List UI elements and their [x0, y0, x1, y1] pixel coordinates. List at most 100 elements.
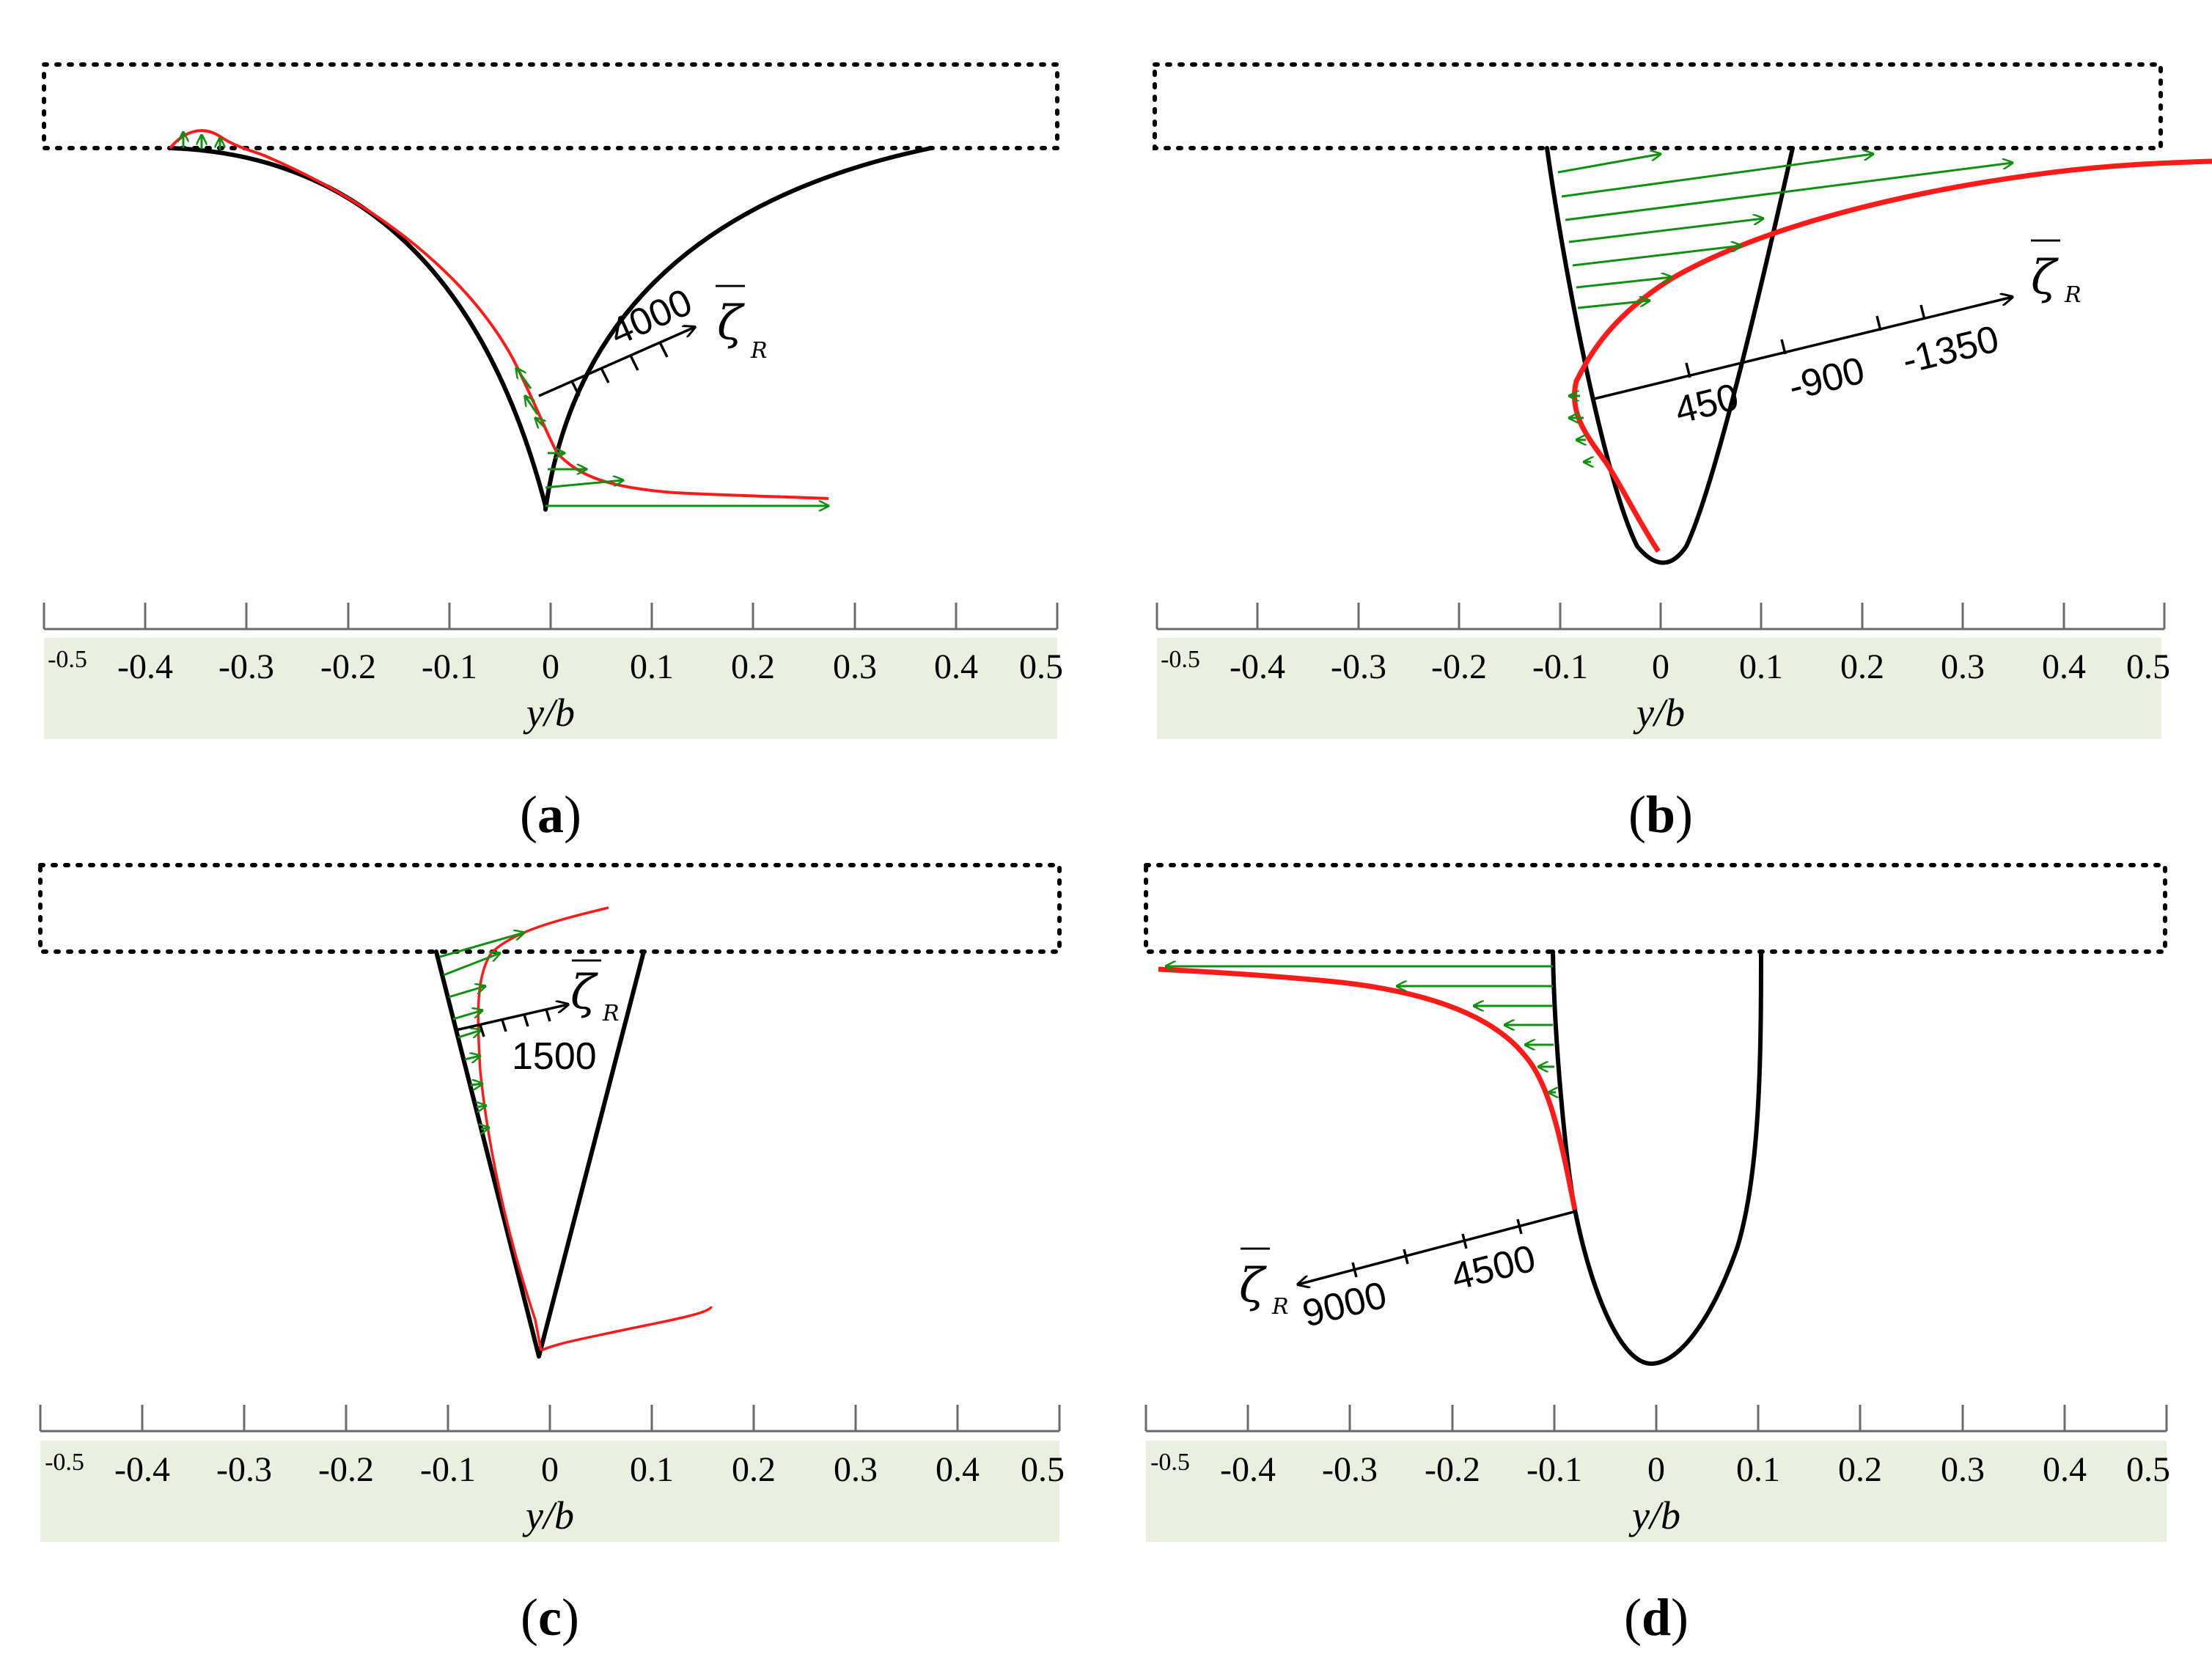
- distribution-vectors: [1166, 966, 1556, 1092]
- x-tick-label: -0.1: [1532, 647, 1588, 686]
- x-tick-labels: -0.5 -0.4 -0.3 -0.2 -0.1 0 0.1 0.2 0.3 0…: [45, 1449, 1065, 1489]
- x-axis-title: y/b: [523, 691, 575, 735]
- pressure-distribution-curve: [169, 129, 829, 500]
- x-ticks: [43, 603, 1059, 629]
- section-profile: [1545, 146, 1795, 565]
- x-axis: -0.5 -0.4 -0.3 -0.2 -0.1 0 0.1 0.2 0.3 0…: [1144, 1405, 2170, 1542]
- section-profile: [1551, 949, 1763, 1366]
- zeta-subscript: R: [750, 338, 768, 364]
- x-tick-label: 0: [541, 1450, 559, 1489]
- x-tick-label: -0.3: [1322, 1450, 1378, 1489]
- x-tick-label: 0.1: [1739, 647, 1783, 686]
- x-tick-label: 0.1: [630, 647, 674, 686]
- zeta-overbar: —: [570, 940, 603, 977]
- hull-outline-box: [42, 62, 1059, 150]
- distribution-vectors: [183, 132, 828, 506]
- section-profile: [434, 949, 646, 1359]
- panel-d: 9000 4500 — ζ R -0.5: [1144, 863, 2170, 1647]
- x-tick-label: 0.5: [1019, 647, 1063, 686]
- x-axis-title: y/b: [522, 1493, 574, 1537]
- distribution-vectors: [1557, 154, 2013, 462]
- zeta-tick-label: 4000: [603, 281, 698, 354]
- x-tick-label: 0.2: [731, 647, 775, 686]
- x-tick-label: 0.5: [2126, 1450, 2170, 1489]
- x-tick-label: 0.3: [1941, 1450, 1985, 1489]
- zeta-tick-label: -900: [1785, 349, 1869, 408]
- x-tick-label: 0.2: [1838, 1450, 1882, 1489]
- pressure-distribution-curve: [1571, 158, 2212, 553]
- x-tick-label: -0.3: [1331, 647, 1386, 686]
- x-tick-label: 0.4: [2043, 1450, 2087, 1489]
- x-tick-label: -0.5: [1150, 1449, 1190, 1476]
- zeta-symbol: ζ: [717, 296, 745, 350]
- x-ticks: [1144, 1405, 2168, 1431]
- x-tick-label: 0.5: [1021, 1450, 1065, 1489]
- x-tick-label: -0.2: [318, 1450, 374, 1489]
- x-tick-label: -0.2: [320, 647, 376, 686]
- zeta-tick-label: 1500: [512, 1035, 597, 1078]
- zeta-scale: 450 -900 -1350 — ζ R: [1590, 220, 2081, 433]
- x-tick-label: -0.5: [1161, 646, 1200, 673]
- zeta-tick-label: 450: [1671, 375, 1743, 432]
- x-tick-label: -0.3: [216, 1450, 272, 1489]
- x-tick-label: 0.1: [1736, 1450, 1780, 1489]
- panel-b: 450 -900 -1350 — ζ R: [1153, 62, 2212, 844]
- zeta-scale: 1500 — ζ R: [455, 940, 620, 1078]
- panel-label: (a): [520, 785, 581, 844]
- section-profile: [168, 146, 933, 512]
- zeta-symbol: ζ: [570, 966, 598, 1020]
- axis-background: [44, 638, 1057, 739]
- zeta-overbar: —: [1239, 1228, 1271, 1265]
- panel-c: 1500 — ζ R -0.5 -0.4: [38, 863, 1065, 1647]
- zeta-tick-label: 4500: [1447, 1237, 1540, 1298]
- zeta-overbar: —: [2029, 220, 2062, 257]
- panel-label: (b): [1628, 785, 1693, 844]
- zeta-overbar: —: [714, 265, 746, 303]
- x-tick-labels: -0.5 -0.4 -0.3 -0.2 -0.1 0 0.1 0.2 0.3 0…: [1150, 1449, 2170, 1489]
- hull-outline-box: [1153, 62, 2163, 150]
- x-tick-label: 0.3: [834, 1450, 878, 1489]
- x-tick-label: 0.2: [732, 1450, 776, 1489]
- zeta-subscript: R: [2064, 282, 2081, 308]
- x-axis: -0.5 -0.4 -0.3 -0.2 -0.1 0 0.1 0.2 0.3 0…: [39, 1405, 1065, 1542]
- x-tick-label: 0: [1652, 647, 1669, 686]
- distribution-vectors: [439, 933, 524, 1129]
- axis-background: [40, 1441, 1059, 1542]
- x-axis: -0.5 -0.4 -0.3 -0.2 -0.1 0 0.1 0.2 0.3 0…: [1155, 603, 2170, 739]
- pressure-distribution-curve-lower: [540, 1306, 713, 1352]
- x-axis-title: y/b: [1633, 691, 1685, 735]
- x-tick-label: 0.2: [1840, 647, 1884, 686]
- x-tick-label: -0.4: [114, 1450, 170, 1489]
- panel-label: (c): [521, 1588, 579, 1647]
- x-tick-label: -0.4: [1230, 647, 1285, 686]
- zeta-scale: 9000 4500 — ζ R: [1239, 1210, 1577, 1336]
- hull-outline-box: [1144, 863, 2167, 954]
- x-ticks: [1155, 603, 2166, 629]
- x-tick-label: -0.2: [1425, 1450, 1480, 1489]
- x-tick-label: 0.4: [936, 1450, 980, 1489]
- x-axis-title: y/b: [1628, 1493, 1680, 1537]
- zeta-symbol: ζ: [1239, 1259, 1267, 1313]
- x-tick-label: -0.2: [1431, 647, 1487, 686]
- panel-a: 4000 — ζ R -0.5 -0.4: [42, 62, 1063, 844]
- x-tick-label: -0.5: [45, 1449, 84, 1476]
- x-axis: -0.5 -0.4 -0.3 -0.2 -0.1 0 0.1 0.2 0.3 0…: [43, 603, 1063, 739]
- pressure-distribution-curve: [1158, 966, 1578, 1210]
- x-tick-label: 0.5: [2126, 647, 2170, 686]
- x-tick-labels: -0.5 -0.4 -0.3 -0.2 -0.1 0 0.1 0.2 0.3 0…: [1161, 646, 2170, 686]
- x-tick-label: 0.3: [833, 647, 877, 686]
- x-tick-label: -0.3: [218, 647, 274, 686]
- x-tick-label: -0.5: [48, 646, 87, 673]
- zeta-subscript: R: [602, 1001, 620, 1026]
- x-tick-label: 0: [542, 647, 559, 686]
- axis-background: [1146, 1441, 2167, 1542]
- panel-label: (d): [1624, 1588, 1689, 1647]
- x-tick-label: -0.1: [420, 1450, 476, 1489]
- axis-background: [1157, 638, 2161, 739]
- x-tick-labels: -0.5 -0.4 -0.3 -0.2 -0.1 0 0.1 0.2 0.3 0…: [48, 646, 1063, 686]
- zeta-tick-label: -1350: [1898, 317, 2003, 382]
- zeta-subscript: R: [1271, 1294, 1289, 1320]
- x-tick-label: -0.1: [422, 647, 477, 686]
- x-tick-label: -0.1: [1526, 1450, 1582, 1489]
